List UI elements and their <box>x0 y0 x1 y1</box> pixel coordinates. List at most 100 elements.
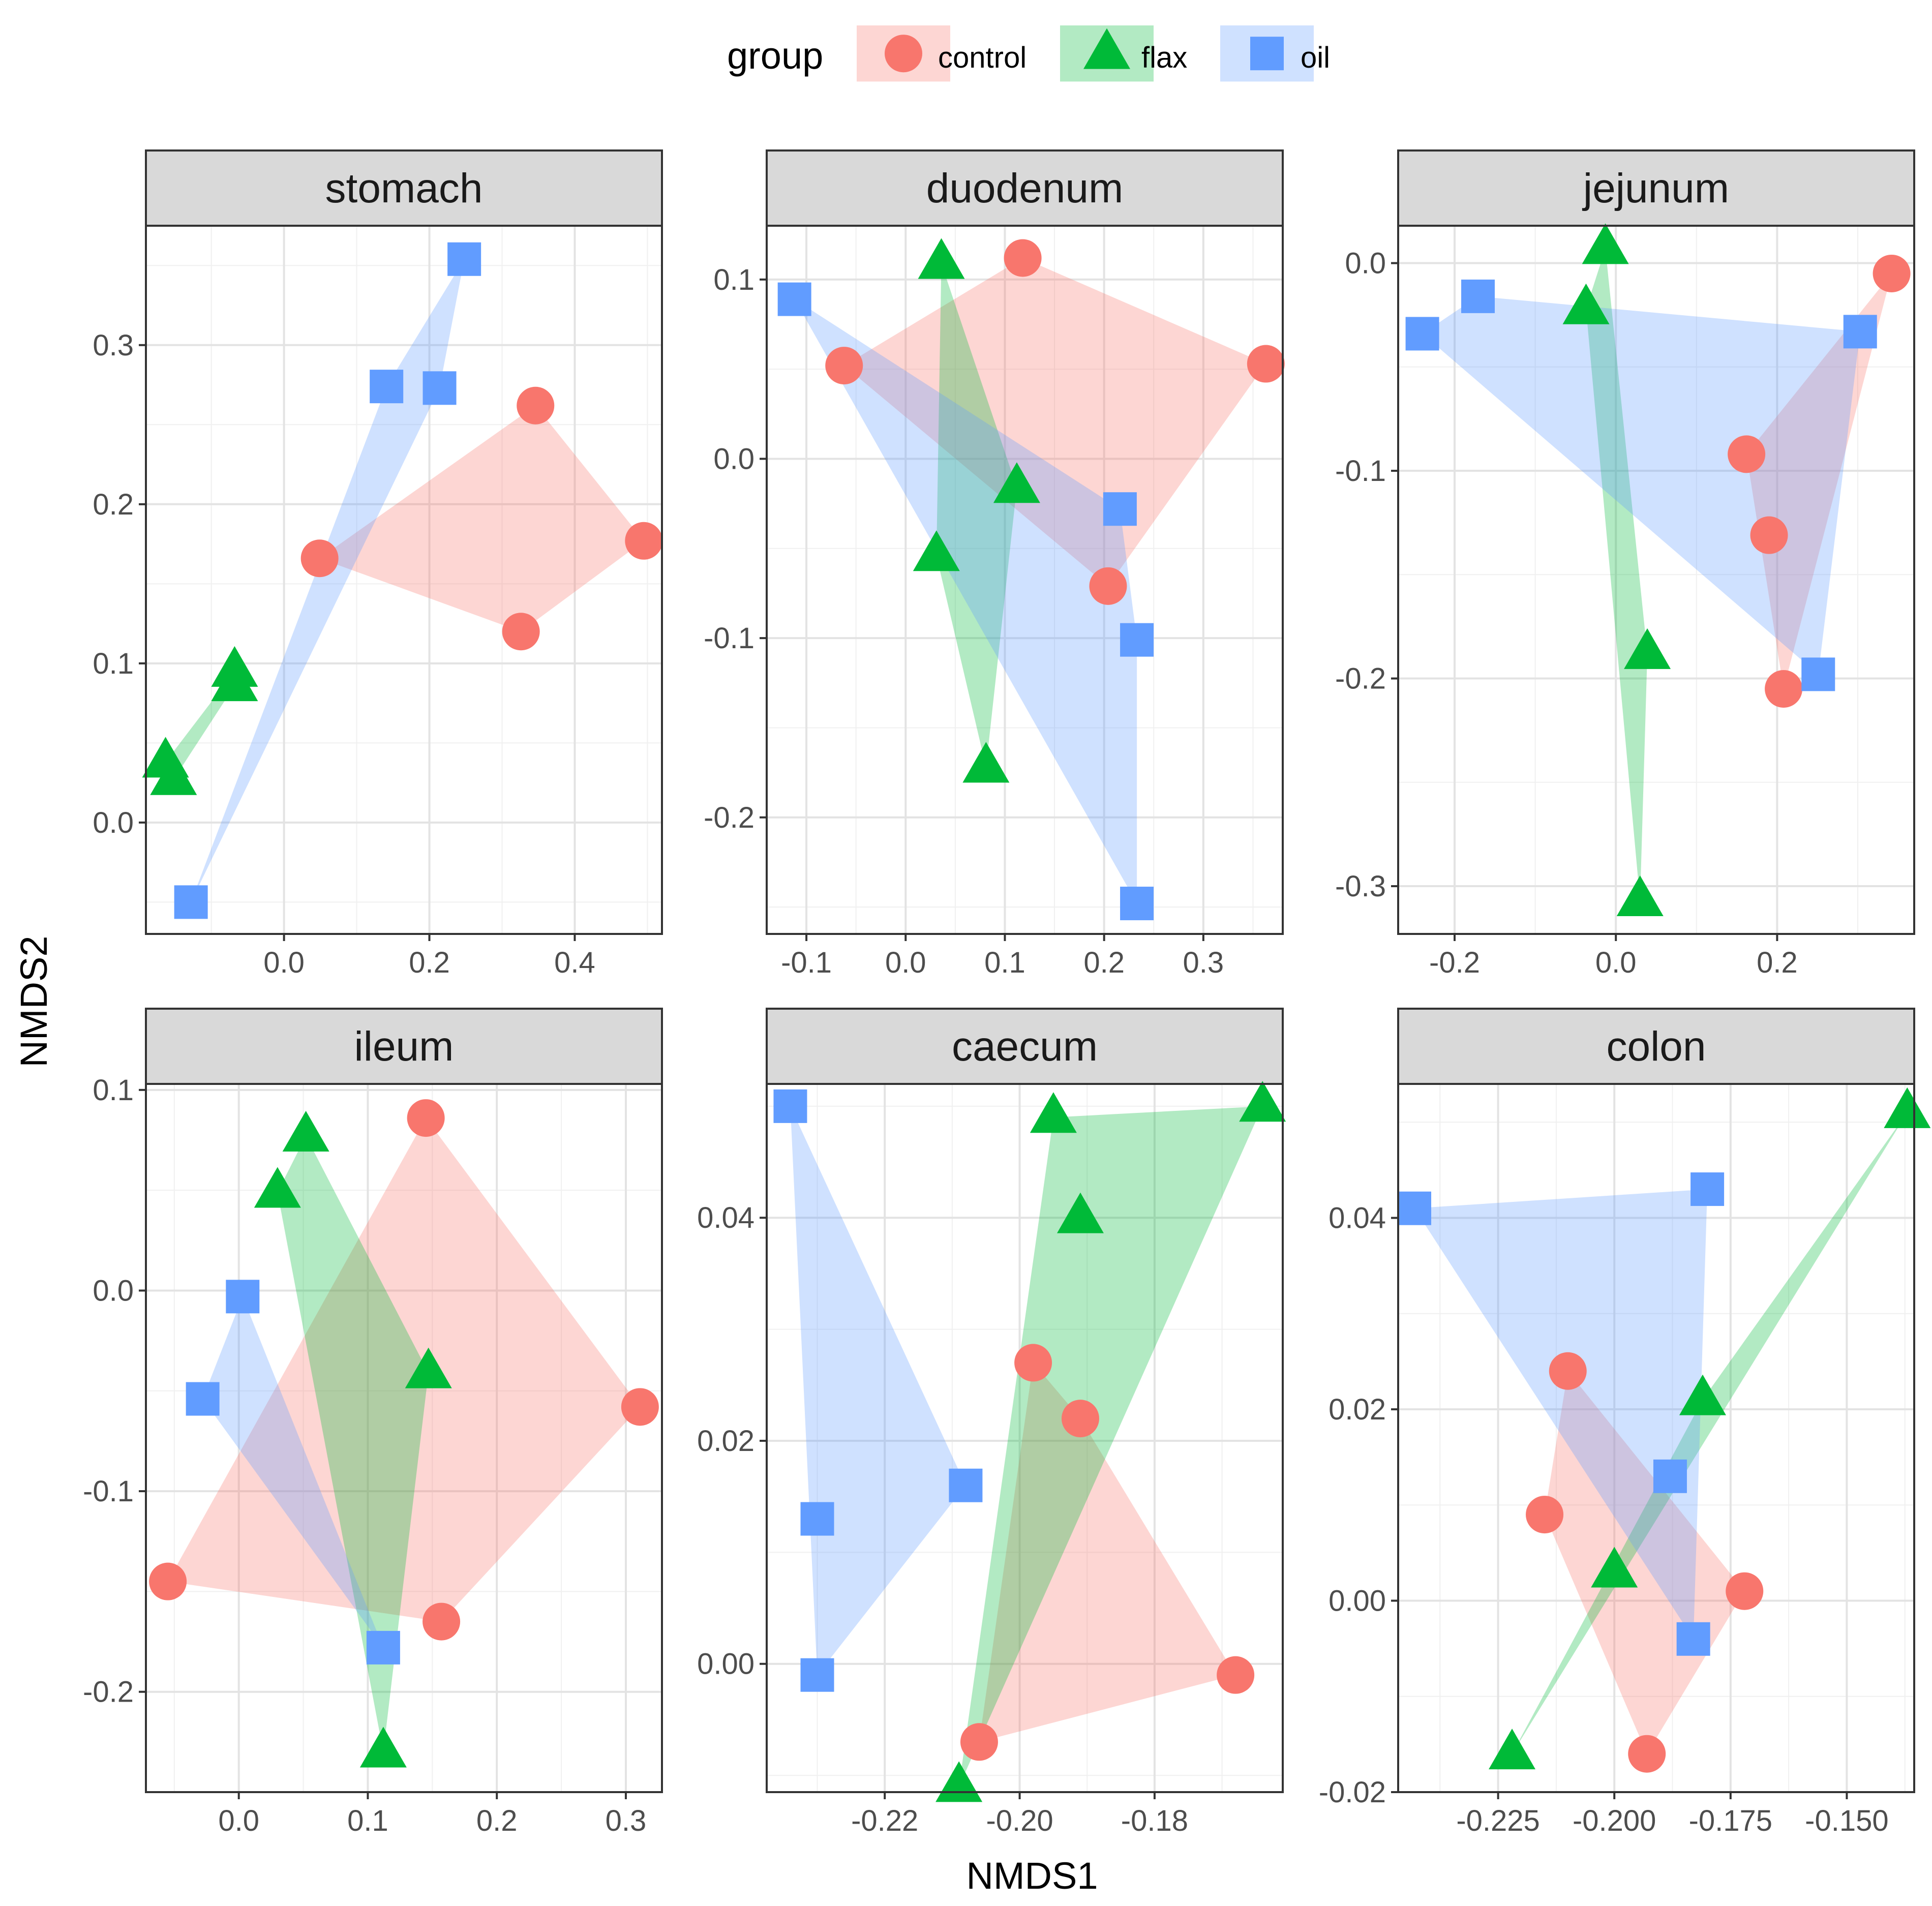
facet-strip-colon <box>1397 1008 1915 1085</box>
facet-plot-area-jejunum <box>1398 226 1914 934</box>
facet-points-caecum <box>773 1081 1286 1802</box>
x-tick-label: 0.0 <box>885 946 926 979</box>
point-oil <box>174 885 208 919</box>
facet-hulls-stomach <box>165 259 644 902</box>
point-flax <box>150 754 197 795</box>
y-tick-label: -0.02 <box>1319 1776 1386 1809</box>
y-tick-label: 0.00 <box>697 1648 754 1681</box>
point-flax <box>993 462 1040 503</box>
point-oil <box>366 1630 400 1665</box>
facet-panel-stomach: stomach 0.0 0.2 0.4 0.0 0.1 0.2 0.3 <box>93 149 663 979</box>
facet-border-caecum <box>766 1083 1284 1793</box>
facet-title-ileum: ileum <box>354 1023 454 1070</box>
x-tick-label: 0.4 <box>554 946 595 979</box>
facet-points-duodenum <box>777 238 1285 921</box>
point-oil <box>800 1502 834 1536</box>
hull-control <box>1545 1371 1745 1754</box>
point-control <box>1217 1656 1255 1694</box>
hull-oil <box>794 299 1137 903</box>
facet-title-colon: colon <box>1606 1023 1706 1070</box>
facet-panel-duodenum: duodenum -0.1 0.0 0.1 0.2 0.3 -0.2 -0.1 0.0 0.1 <box>704 149 1285 979</box>
hull-oil <box>1414 1189 1708 1639</box>
point-control <box>960 1723 998 1761</box>
y-tick-label: 0.0 <box>93 806 134 839</box>
point-flax <box>1591 1547 1638 1588</box>
x-tick-label: -0.225 <box>1456 1804 1539 1837</box>
facet-panel-jejunum: jejunum -0.2 0.0 0.2 -0.3 -0.2 -0.1 0.0 <box>1335 149 1915 979</box>
y-tick-label: -0.3 <box>1335 870 1386 903</box>
facet-grid-caecum <box>767 1084 1283 1792</box>
facet-plot-area-duodenum <box>767 226 1283 934</box>
point-control <box>1089 567 1127 605</box>
hull-flax <box>936 263 1017 767</box>
y-tick-label: 0.1 <box>93 1074 134 1107</box>
point-flax <box>359 1727 407 1768</box>
hull-control <box>979 1363 1236 1742</box>
point-flax <box>913 530 960 571</box>
y-tick-label: -0.2 <box>1335 662 1386 695</box>
y-tick-label: -0.2 <box>83 1676 134 1709</box>
point-flax <box>918 238 965 279</box>
legend: group control flax oil <box>727 25 1330 82</box>
facet-points-jejunum <box>1405 223 1911 917</box>
x-tick-label: 0.2 <box>476 1804 518 1837</box>
legend-label-flax: flax <box>1141 41 1187 74</box>
y-tick-label: 0.3 <box>93 329 134 362</box>
facet-hulls-caecum <box>790 1106 1263 1787</box>
point-oil <box>773 1089 807 1123</box>
facet-border-colon <box>1397 1083 1915 1793</box>
facet-plot-area-ileum <box>146 1084 662 1792</box>
x-tick-label: 0.2 <box>1757 946 1798 979</box>
hull-flax <box>277 1136 429 1752</box>
y-tick-label: 0.1 <box>713 263 754 296</box>
point-oil <box>1461 279 1495 313</box>
facet-panel-colon: colon -0.225 -0.200 -0.175 -0.150 -0.02 0.00 0.… <box>1319 1008 1931 1837</box>
y-tick-label: 0.1 <box>93 647 134 680</box>
facet-plot-area-stomach <box>146 226 662 934</box>
point-control <box>149 1562 187 1600</box>
x-tick-label: 0.0 <box>218 1804 259 1837</box>
hull-flax <box>1512 1112 1908 1754</box>
point-oil <box>949 1468 983 1502</box>
point-control <box>625 522 663 560</box>
facet-hulls-jejunum <box>1422 248 1892 901</box>
legend-label-control: control <box>938 41 1027 74</box>
facet-panels: stomach 0.0 0.2 0.4 0.0 0.1 0.2 0.3 duodenum -0.1… <box>83 149 1931 1837</box>
facet-title-jejunum: jejunum <box>1582 165 1729 211</box>
y-tick-label: 0.02 <box>697 1425 754 1458</box>
x-tick-label: -0.2 <box>1429 946 1480 979</box>
point-flax <box>1030 1092 1077 1133</box>
hull-control <box>844 258 1266 586</box>
point-control <box>1750 516 1788 554</box>
point-flax <box>1056 1192 1104 1233</box>
point-flax <box>1884 1087 1931 1128</box>
point-oil <box>1103 492 1137 526</box>
point-control <box>407 1099 445 1137</box>
point-control <box>1728 435 1766 473</box>
point-oil <box>1653 1459 1687 1493</box>
point-control <box>422 1602 461 1641</box>
point-control <box>1726 1572 1764 1610</box>
x-tick-label: -0.200 <box>1573 1804 1656 1837</box>
y-tick-label: -0.1 <box>1335 455 1386 488</box>
point-control <box>1873 254 1911 292</box>
point-oil <box>226 1280 260 1314</box>
x-tick-label: -0.18 <box>1121 1804 1188 1837</box>
point-flax <box>1624 628 1671 669</box>
point-oil <box>800 1658 834 1692</box>
hull-oil <box>1422 296 1860 675</box>
x-tick-label: -0.1 <box>781 946 832 979</box>
y-tick-label: 0.02 <box>1329 1393 1386 1426</box>
facet-strip-duodenum <box>766 149 1284 227</box>
y-tick-label: 0.00 <box>1329 1585 1386 1618</box>
facet-plot-area-colon <box>1398 1084 1914 1792</box>
point-oil <box>447 242 481 276</box>
point-control <box>1247 345 1285 383</box>
facet-border-stomach <box>145 225 663 935</box>
point-control <box>1004 239 1042 277</box>
facet-strip-stomach <box>145 149 663 227</box>
y-tick-label: -0.1 <box>704 622 754 655</box>
x-tick-label: 0.3 <box>1183 946 1224 979</box>
